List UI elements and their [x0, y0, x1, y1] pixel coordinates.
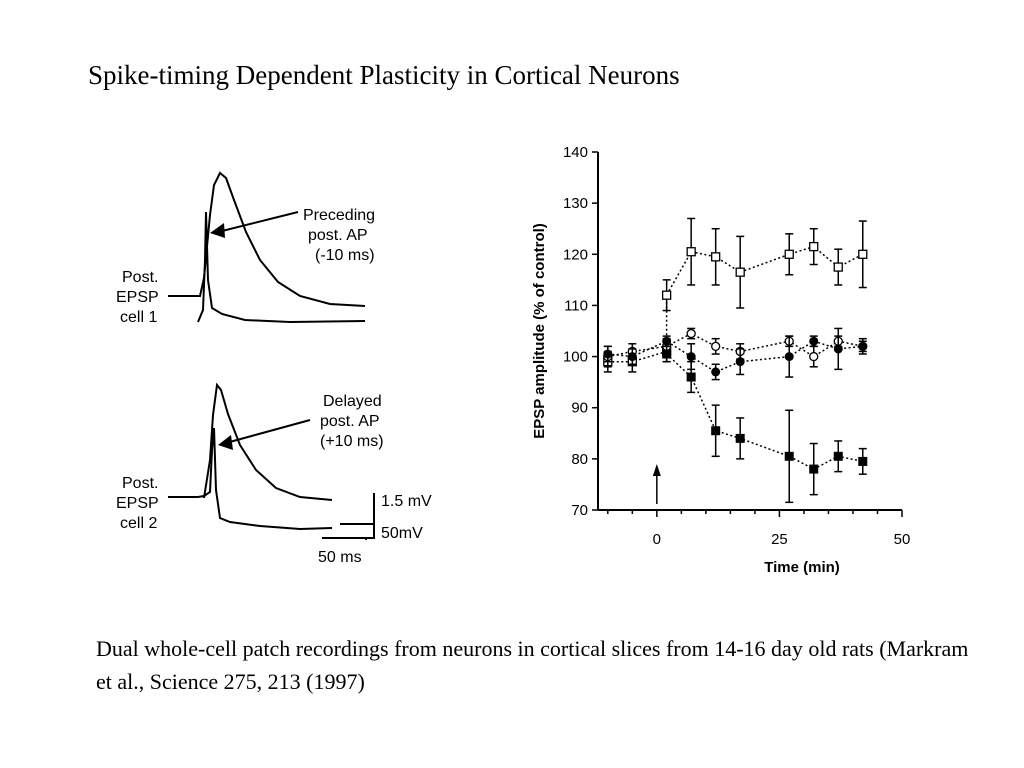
cell1-label-line1: Post. — [122, 269, 158, 286]
y-axis-label: EPSP amplitude (% of control) — [531, 223, 548, 439]
data-point — [735, 357, 745, 367]
y-tick-label: 120 — [563, 246, 588, 263]
data-point — [858, 456, 868, 466]
voltage-traces-figure: Post. EPSP cell 1 Preceding post. AP (-1… — [116, 171, 432, 566]
data-point — [735, 433, 745, 443]
y-tick-label: 90 — [571, 400, 588, 417]
cell1-annotation-line3: (-10 ms) — [315, 247, 375, 264]
data-point — [833, 262, 843, 272]
scale-voltage-1-label: 1.5 mV — [381, 493, 432, 510]
data-point — [809, 336, 819, 346]
cell2-label-line1: Post. — [122, 475, 158, 492]
data-point — [784, 249, 794, 259]
cell1-annotation-line2: post. AP — [308, 227, 368, 244]
scale-voltage-2-label: 50mV — [381, 525, 423, 542]
data-point — [809, 241, 819, 252]
y-tick-label: 80 — [571, 451, 588, 468]
y-tick-label: 100 — [563, 349, 588, 366]
y-tick-label: 110 — [564, 297, 588, 314]
data-point — [809, 464, 819, 474]
data-point — [627, 352, 637, 362]
slide-title: Spike-timing Dependent Plasticity in Cor… — [88, 60, 680, 90]
cell1-label-line3: cell 1 — [120, 309, 157, 326]
x-axis-label: Time (min) — [764, 559, 840, 576]
data-point — [711, 367, 721, 377]
series-open-circle — [603, 327, 868, 368]
series-filled-square — [662, 345, 868, 504]
data-point — [809, 351, 819, 362]
series-filled-circle — [603, 327, 868, 381]
cell1-annotation-line1: Preceding — [303, 207, 375, 224]
x-tick-label: 25 — [771, 531, 788, 548]
scale-time-label: 50 ms — [318, 549, 362, 566]
figure-caption: Dual whole-cell patch recordings from ne… — [96, 636, 969, 694]
cell2-label-line3: cell 2 — [120, 515, 157, 532]
cell1-label-line2: EPSP — [116, 289, 159, 306]
data-point — [686, 247, 696, 257]
data-point — [858, 341, 868, 351]
series-line — [607, 332, 863, 358]
y-tick-label: 70 — [571, 502, 588, 519]
data-point — [662, 349, 672, 359]
data-point — [686, 372, 696, 382]
cell2-annotation-line1: Delayed — [323, 393, 382, 410]
scale-bar — [322, 493, 375, 540]
cell1-ap-trace — [197, 211, 366, 324]
data-point — [833, 344, 843, 354]
data-point — [662, 336, 672, 346]
y-tick-label: 130 — [563, 195, 588, 212]
y-tick-label: 140 — [563, 144, 588, 161]
cell2-annotation-line2: post. AP — [320, 413, 380, 430]
data-point — [784, 352, 794, 362]
data-point — [833, 451, 843, 461]
data-point — [686, 328, 696, 339]
data-point — [686, 352, 696, 362]
cell2-ap-trace — [168, 427, 333, 531]
cell2-arrowhead — [218, 435, 233, 450]
series-line — [666, 353, 863, 470]
x-tick-label: 0 — [653, 531, 661, 548]
data-point — [661, 290, 672, 300]
data-point — [711, 341, 721, 351]
x-tick-label: 50 — [894, 531, 911, 548]
series-line — [607, 340, 863, 373]
cell2-label-line2: EPSP — [116, 495, 159, 512]
data-point — [711, 426, 721, 436]
cell1-arrowhead — [210, 223, 225, 238]
cell1-annotation-arrow — [217, 211, 299, 233]
stimulus-arrowhead — [652, 464, 661, 476]
series-line — [607, 245, 864, 363]
data-point — [784, 451, 794, 461]
data-point — [711, 252, 721, 262]
cell2-annotation-arrow — [225, 419, 311, 444]
epsp-amplitude-chart: 70 80 90 100 110 120 130 140 0 25 50 EPSP amplitud… — [531, 144, 911, 576]
data-point — [603, 349, 613, 359]
cell2-annotation-line3: (+10 ms) — [320, 433, 384, 450]
cell2-epsp-trace — [203, 382, 333, 501]
data-point — [858, 249, 868, 259]
data-point — [735, 267, 745, 277]
